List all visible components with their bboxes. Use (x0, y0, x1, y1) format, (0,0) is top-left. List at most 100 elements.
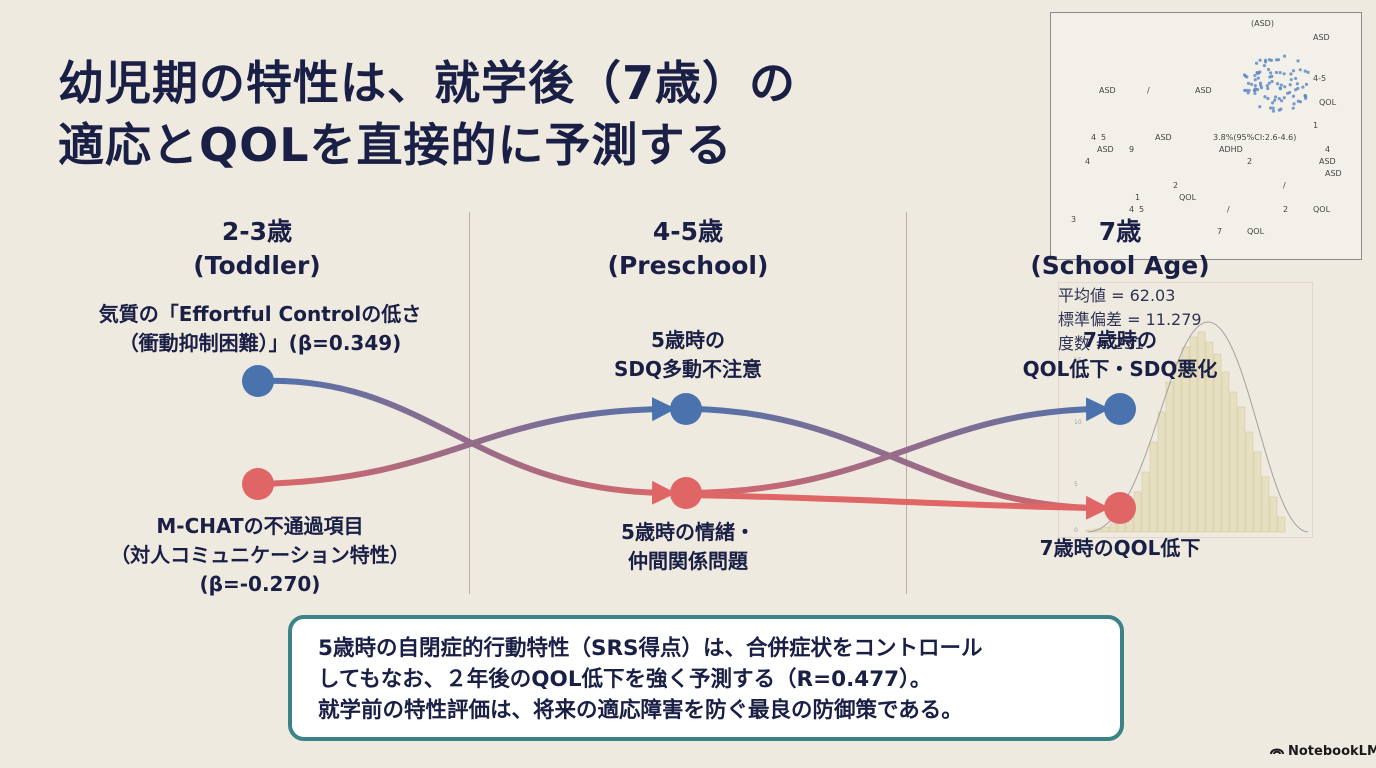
scatter-dot (1249, 82, 1254, 86)
page-title: 幼児期の特性は、就学後（7歳）の 適応とQOLを直接的に予測する (58, 52, 958, 176)
label-line: 5歳時の情緒・ (621, 520, 755, 544)
background-histogram: 20 15 10 5 0 100 (1058, 282, 1313, 538)
scatter-dot (1262, 64, 1266, 68)
stage-age: 4-5歳 (652, 217, 724, 246)
label-line: 5歳時の (651, 328, 725, 352)
scatter-text: (ASD) (1251, 19, 1274, 28)
scatter-dot (1256, 76, 1260, 80)
scatter-dot (1298, 100, 1303, 104)
histogram-bar (1149, 441, 1158, 533)
scatter-dot (1275, 82, 1280, 86)
scatter-dot (1279, 83, 1283, 87)
scatter-dot (1279, 107, 1283, 111)
label-line: QOL低下・SDQ悪化 (1022, 357, 1218, 381)
node-emotional-peer (670, 477, 702, 509)
histogram-bar (1277, 516, 1286, 533)
label-line: SDQ多動不注意 (613, 357, 762, 381)
scatter-text: 4 (1085, 157, 1091, 166)
scatter-text: 5 (1139, 205, 1145, 214)
scatter-dot (1303, 69, 1307, 73)
histogram-bar (1181, 346, 1190, 533)
label-mchat: M-CHATの不通過項目 （対人コミュニケーション特性） (β=-0.270) (50, 512, 470, 599)
scatter-text: 4 (1091, 133, 1097, 142)
scatter-text: 1 (1313, 121, 1319, 130)
stage-name: (Toddler) (193, 251, 321, 280)
scatter-text: QOL (1247, 227, 1265, 236)
label-emotional-peer: 5歳時の情緒・ 仲間関係問題 (538, 518, 838, 576)
scatter-text: ASD (1325, 169, 1342, 178)
histogram-curve (1087, 321, 1309, 533)
stage-age: 7歳 (1098, 217, 1142, 246)
hist-axis-label: 10 (1074, 419, 1082, 426)
hist-axis-label: 5 (1074, 481, 1078, 488)
callout-line: 5歳時の自閉症的行動特性（SRS得点）は、合併症状をコントロール (318, 636, 983, 661)
scatter-dot (1278, 71, 1282, 75)
scatter-dot (1282, 54, 1287, 58)
histogram-bar (1093, 528, 1102, 533)
callout-line: してもなお、２年後のQOL低下を強く予測する（R=0.477）。 (318, 667, 932, 692)
callout-line: 就学前の特性評価は、将来の適応障害を防ぐ最良の防御策である。 (318, 698, 963, 723)
hist-axis-label: 15 (1074, 357, 1082, 364)
scatter-dot (1263, 58, 1268, 62)
scatter-dot (1266, 67, 1271, 72)
scatter-text: QOL (1179, 193, 1197, 202)
scatter-dot (1294, 88, 1298, 92)
scatter-dot (1304, 82, 1309, 86)
scatter-dot (1266, 96, 1270, 101)
scatter-dot (1271, 101, 1275, 105)
histogram-bar (1109, 523, 1118, 533)
node-effortful-control (242, 365, 274, 397)
scatter-text: 4 (1129, 205, 1135, 214)
scatter-dot (1285, 91, 1290, 95)
scatter-dot (1273, 95, 1278, 99)
stage-preschool: 4-5歳 (Preschool) (588, 215, 788, 283)
scatter-dot (1292, 102, 1296, 106)
scatter-text: 3 (1071, 215, 1077, 224)
label-line: (β=-0.270) (199, 572, 321, 596)
scatter-text: 2 (1283, 205, 1289, 214)
scatter-dot (1277, 97, 1281, 101)
node-sdq-hyperactivity (670, 393, 702, 425)
histogram-bar (1229, 391, 1238, 533)
scatter-dot (1253, 78, 1257, 82)
scatter-dot (1282, 96, 1286, 100)
histogram-bar (1221, 371, 1230, 533)
scatter-dot (1253, 91, 1257, 96)
scatter-dot (1304, 96, 1308, 100)
histogram-bar (1205, 341, 1214, 533)
scatter-text: 9 (1129, 145, 1135, 154)
scatter-dot (1283, 85, 1287, 89)
scatter-dot (1291, 69, 1296, 73)
column-divider (906, 212, 907, 594)
scatter-text: / (1283, 181, 1286, 190)
hist-axis-label: 20 (1074, 295, 1082, 302)
scatter-dot (1269, 71, 1273, 75)
scatter-dot (1258, 105, 1262, 109)
scatter-text: 4-5 (1313, 74, 1327, 83)
scatter-dot (1273, 98, 1277, 102)
scatter-dot (1294, 76, 1298, 81)
scatter-text: ASD (1097, 145, 1114, 154)
scatter-dot (1263, 95, 1267, 99)
scatter-dot (1301, 85, 1305, 89)
stage-toddler: 2-3歳 (Toddler) (157, 215, 357, 283)
scatter-text: QOL (1319, 98, 1337, 107)
column-divider (469, 212, 470, 594)
scatter-dot (1282, 72, 1286, 76)
scatter-dot (1306, 70, 1310, 74)
scatter-dot (1246, 91, 1250, 95)
arrow-emotional-to-qol-sdq (685, 397, 1110, 496)
scatter-dot (1258, 58, 1262, 62)
label-effortful-control: 気質の「Effortful Controlの低さ （衝動抑制困難）」(β=0.3… (50, 300, 470, 358)
scatter-points (1242, 54, 1310, 113)
scatter-dot (1256, 87, 1260, 92)
stage-name: (Preschool) (607, 251, 769, 280)
scatter-text: / (1227, 205, 1230, 214)
scatter-dot (1266, 86, 1270, 91)
scatter-dot (1265, 84, 1269, 88)
scatter-dot (1247, 88, 1251, 93)
scatter-dot (1253, 83, 1257, 88)
node-mchat (242, 468, 274, 500)
arrow-mchat-to-hyperactivity (257, 397, 676, 487)
